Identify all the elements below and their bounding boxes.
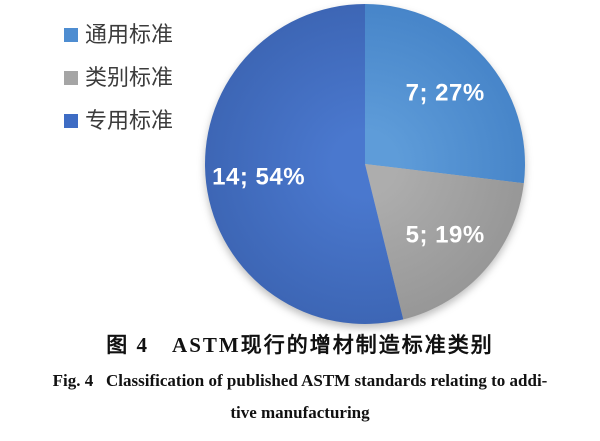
legend-swatch-icon <box>64 71 78 85</box>
legend-item-general-standards: 通用标准 <box>64 24 173 46</box>
legend-label: 通用标准 <box>85 22 174 47</box>
caption-chinese: 图 4 ASTM现行的增材制造标准类别 <box>106 333 494 357</box>
chart-legend: 通用标准 类别标准 专用标准 <box>64 24 173 132</box>
pie-data-label: 5; 19% <box>406 222 485 249</box>
legend-label: 专用标准 <box>85 108 174 133</box>
pie-slice-2 <box>365 164 524 320</box>
caption-english-line1: Fig. 4 Classification of published ASTM … <box>52 371 548 390</box>
pie-data-label: 14; 54% <box>212 163 305 190</box>
pie-slice-3 <box>204 4 404 324</box>
legend-label: 类别标准 <box>85 65 174 90</box>
pie-slice-1 <box>365 4 525 184</box>
legend-swatch-icon <box>64 114 78 128</box>
legend-item-category-standards: 类别标准 <box>64 67 173 89</box>
legend-item-specialized-standards: 专用标准 <box>64 110 173 132</box>
figure-caption: 图 4 ASTM现行的增材制造标准类别 Fig. 4 Classificatio… <box>0 330 600 426</box>
pie-slices-group <box>204 4 525 324</box>
caption-english-line2: tive manufacturing <box>230 403 370 422</box>
pie-data-label: 7; 27% <box>406 79 485 106</box>
legend-swatch-icon <box>64 28 78 42</box>
